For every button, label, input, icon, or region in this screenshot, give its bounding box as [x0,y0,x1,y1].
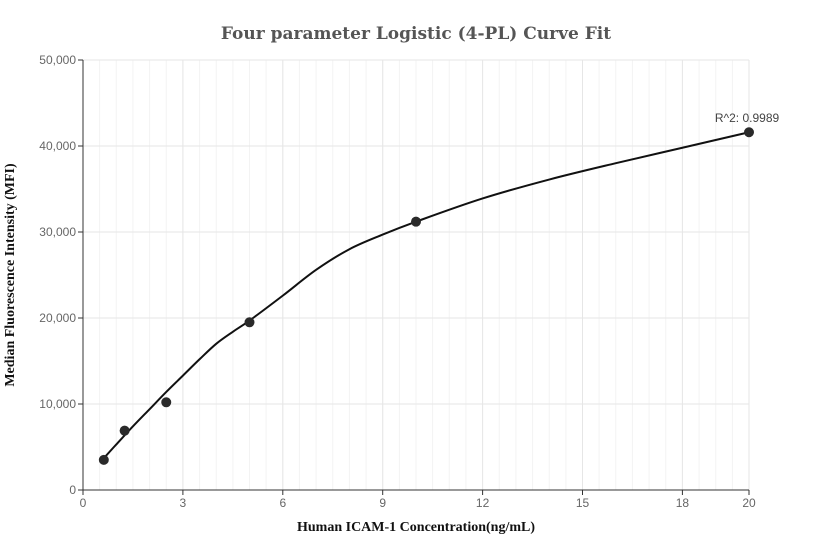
x-tick-label: 0 [80,496,87,510]
data-point [98,454,109,465]
chart-title: Four parameter Logistic (4-PL) Curve Fit [221,24,611,44]
x-tick-label: 3 [180,496,187,510]
fit-curve-line [103,131,750,459]
data-point [244,317,255,328]
r-squared-annotation: R^2: 0.9989 [715,111,780,125]
data-point [161,397,172,408]
x-tick-label: 6 [279,496,286,510]
y-axis-title: Median Fluorescence Intensity (MFI) [3,163,18,387]
data-point [119,425,130,436]
y-tick-label: 20,000 [39,311,76,325]
x-tick-label: 20 [742,496,756,510]
y-tick-label: 0 [69,483,76,497]
x-axis-title: Human ICAM-1 Concentration(ng/mL) [297,520,535,535]
x-tick-label: 9 [379,496,386,510]
data-points [98,127,754,465]
y-tick-label: 40,000 [39,139,76,153]
x-tick-label: 18 [676,496,690,510]
x-tick-label: 15 [576,496,590,510]
x-axis-ticks: 0 3 6 9 12 15 18 20 [80,490,756,510]
major-gridlines [83,59,750,490]
y-tick-label: 10,000 [39,397,76,411]
y-axis-ticks: 0 10,000 20,000 30,000 40,000 50,000 [39,53,83,497]
y-tick-label: 30,000 [39,225,76,239]
data-point [744,127,754,138]
x-tick-label: 12 [476,496,490,510]
data-point [411,216,421,227]
y-tick-label: 50,000 [39,53,76,67]
